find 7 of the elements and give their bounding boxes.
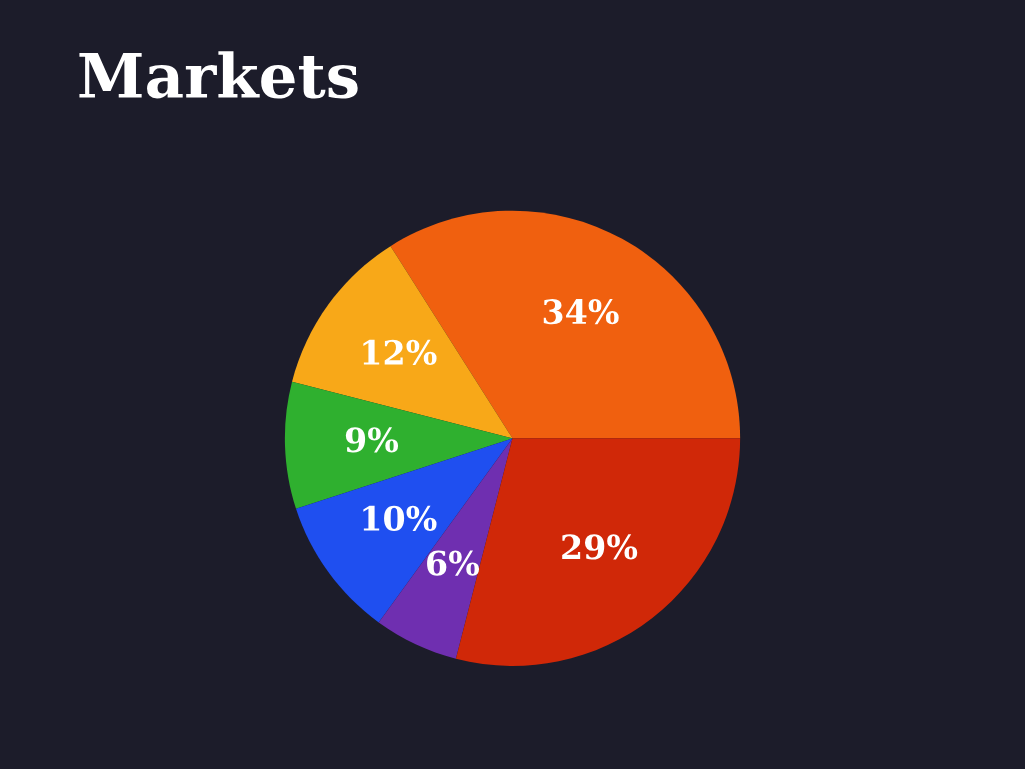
chart-title: Markets — [79, 51, 358, 99]
data-label: 10% — [363, 505, 437, 531]
data-label: 12% — [363, 339, 437, 366]
data-label: 34% — [543, 299, 619, 325]
data-label: 29% — [562, 534, 638, 560]
data-label: 9% — [345, 427, 399, 453]
data-label: 6% — [427, 550, 480, 576]
